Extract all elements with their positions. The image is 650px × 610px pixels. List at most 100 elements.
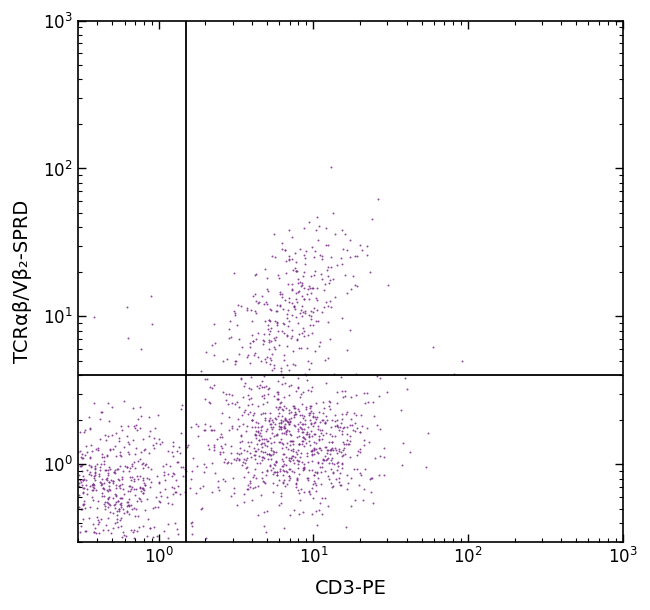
- Point: [78, 514, 88, 524]
- Point: [279, 449, 289, 459]
- Point: [293, 426, 304, 436]
- Point: [239, 445, 250, 454]
- Point: [114, 504, 124, 514]
- Point: [332, 415, 343, 425]
- Point: [313, 458, 323, 467]
- Point: [146, 477, 157, 487]
- Point: [324, 459, 335, 468]
- Point: [304, 365, 314, 375]
- Point: [125, 481, 135, 491]
- Point: [291, 478, 301, 488]
- Point: [204, 397, 214, 407]
- Point: [168, 468, 179, 478]
- Point: [271, 457, 281, 467]
- Point: [122, 497, 133, 506]
- Point: [320, 428, 331, 438]
- Point: [400, 373, 410, 382]
- Point: [163, 498, 174, 508]
- Point: [287, 285, 297, 295]
- Point: [270, 456, 281, 466]
- Point: [293, 419, 304, 429]
- Point: [233, 300, 243, 309]
- Point: [213, 476, 224, 486]
- Point: [333, 473, 344, 483]
- Point: [241, 426, 252, 436]
- Point: [125, 473, 135, 483]
- Point: [318, 403, 329, 413]
- Point: [379, 470, 389, 479]
- Point: [351, 369, 361, 379]
- Point: [261, 470, 272, 479]
- Point: [265, 353, 275, 362]
- Point: [298, 424, 309, 434]
- Point: [256, 431, 266, 441]
- Point: [97, 479, 107, 489]
- Point: [326, 464, 336, 474]
- Point: [187, 521, 197, 531]
- Point: [272, 467, 282, 476]
- Point: [293, 431, 304, 441]
- Point: [256, 425, 266, 435]
- Point: [256, 409, 266, 419]
- Point: [133, 474, 143, 484]
- Point: [290, 452, 300, 462]
- Point: [132, 425, 142, 435]
- Point: [309, 429, 320, 439]
- Point: [337, 459, 348, 469]
- Point: [248, 472, 259, 482]
- Point: [346, 420, 357, 429]
- Point: [112, 517, 122, 526]
- Point: [73, 448, 83, 458]
- Point: [88, 471, 99, 481]
- Point: [85, 425, 96, 434]
- Point: [250, 429, 261, 439]
- Point: [307, 408, 318, 418]
- Point: [239, 490, 250, 500]
- Point: [279, 354, 289, 364]
- Point: [270, 430, 281, 440]
- Point: [373, 194, 384, 204]
- Point: [75, 461, 86, 470]
- Point: [292, 424, 303, 434]
- Point: [306, 387, 316, 396]
- Point: [284, 251, 294, 260]
- Point: [272, 306, 282, 316]
- Point: [219, 457, 229, 467]
- Point: [253, 444, 263, 454]
- Point: [291, 482, 302, 492]
- Point: [100, 504, 110, 514]
- Point: [246, 384, 257, 393]
- Point: [247, 400, 257, 409]
- Point: [180, 487, 190, 497]
- Point: [361, 251, 372, 260]
- Point: [272, 326, 283, 336]
- Point: [231, 455, 241, 465]
- Point: [326, 445, 337, 455]
- Point: [296, 399, 307, 409]
- Point: [265, 355, 276, 365]
- Point: [92, 515, 103, 525]
- Point: [110, 468, 120, 478]
- Point: [304, 411, 314, 420]
- Point: [294, 307, 305, 317]
- Point: [302, 356, 313, 366]
- Point: [299, 223, 309, 233]
- Point: [277, 289, 287, 298]
- Point: [241, 484, 252, 494]
- Point: [302, 343, 313, 353]
- Point: [355, 240, 365, 249]
- Point: [328, 208, 338, 218]
- Point: [317, 251, 328, 261]
- Point: [261, 526, 272, 536]
- Point: [355, 447, 365, 457]
- Point: [276, 498, 286, 508]
- Point: [292, 475, 302, 485]
- Point: [337, 386, 347, 396]
- Point: [122, 501, 132, 511]
- Point: [354, 480, 365, 490]
- Point: [274, 273, 284, 283]
- Point: [170, 487, 181, 497]
- Point: [289, 301, 299, 311]
- Point: [257, 392, 267, 401]
- Point: [259, 354, 270, 364]
